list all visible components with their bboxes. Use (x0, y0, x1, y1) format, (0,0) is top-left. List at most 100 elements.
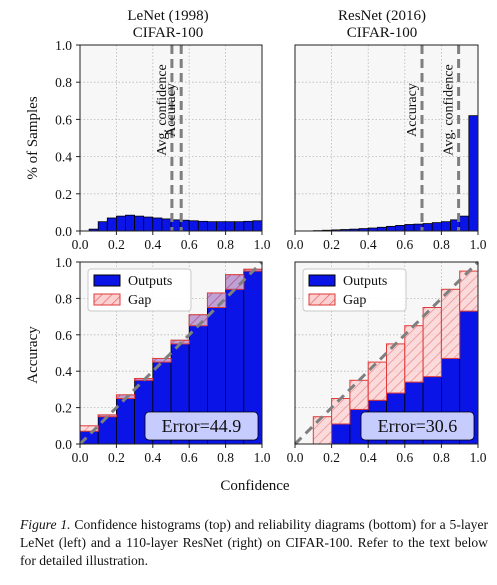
x-tick-label: 0.4 (144, 450, 161, 465)
output-bar (116, 215, 126, 232)
caption-label: Figure 1. (20, 517, 71, 532)
y-tick-label: 1.0 (55, 38, 72, 53)
perfect-calibration-line (293, 260, 480, 446)
output-bar (243, 220, 254, 232)
legend-outputs-swatch (93, 274, 121, 287)
y-tick-label: 0.4 (55, 364, 72, 379)
y-tick-label: 0.6 (55, 112, 72, 127)
y-tick-label: 0.8 (55, 291, 72, 306)
x-tick-label: 1.0 (254, 450, 271, 465)
y-tick-label: 0.2 (55, 401, 72, 416)
output-bar (216, 221, 226, 232)
resnet-histogram-panel: Accuracy Avg. confidence 0.0 0.2 0.4 0.6 0.8 1.… (287, 44, 487, 252)
output-bar (376, 226, 387, 232)
resnet-title-2: CIFAR-100 (347, 25, 418, 41)
output-bar (331, 423, 351, 445)
legend-gap-label: Gap (343, 293, 366, 308)
caption-text: Confidence histograms (top) and reliabil… (20, 517, 489, 568)
xlabel: Confidence (220, 478, 289, 494)
error-annotation: Error=44.9 (162, 416, 242, 436)
output-bar (197, 220, 208, 232)
output-bar (152, 217, 163, 232)
plot-frame (294, 261, 479, 445)
output-bar (225, 221, 236, 232)
x-tick-label: 0.8 (217, 450, 234, 465)
x-tick-label: 0.2 (323, 237, 340, 252)
x-tick-label: 0.8 (433, 237, 450, 252)
output-bar (459, 215, 470, 232)
lenet-title-1: LeNet (1998) (127, 8, 208, 24)
x-tick-label: 0.2 (108, 237, 125, 252)
gap-bar (331, 398, 351, 425)
y-tick-label: 0.4 (55, 150, 72, 165)
x-tick-label: 1.0 (470, 237, 487, 252)
vline-label: Avg. confidence (155, 64, 170, 155)
x-tick-label: 0.6 (396, 450, 413, 465)
x-tick-label: 0.2 (323, 450, 340, 465)
y-tick-label: 0.6 (55, 328, 72, 343)
output-bar (106, 217, 117, 232)
y-tick-label: 1.0 (55, 255, 72, 270)
resnet-title-1: ResNet (2016) (338, 8, 426, 24)
plot-area (295, 45, 478, 231)
x-tick-label: 1.0 (254, 237, 271, 252)
figure-canvas: LeNet (1998) CIFAR-100 ResNet (2016) CIF… (25, 8, 487, 494)
x-tick-label: 0.0 (287, 450, 304, 465)
output-bar (404, 224, 415, 232)
x-tick-label: 0.8 (217, 237, 234, 252)
error-box (144, 411, 259, 441)
output-bar (422, 223, 433, 232)
output-bar (97, 414, 117, 445)
gap-bar (459, 270, 479, 312)
gap-bar (152, 357, 172, 363)
x-tick-label: 0.0 (72, 450, 89, 465)
y-tick-label: 0.0 (55, 437, 72, 452)
output-bar (143, 216, 154, 232)
figure-caption: Figure 1. Confidence histograms (top) an… (20, 516, 488, 570)
ylabel-top: % of Samples (25, 96, 41, 179)
lenet-reliability-panel: Outputs Gap Error=44.9 0.0 0.2 0.4 0.6 0.8 1.0 0.… (55, 255, 271, 465)
y-tick-label: 0.0 (55, 224, 72, 239)
legend-outputs-label: Outputs (343, 274, 387, 289)
x-tick-label: 0.6 (181, 237, 198, 252)
gap-bar (422, 307, 442, 378)
legend-gap-label: Gap (128, 293, 151, 308)
x-tick-label: 0.0 (287, 237, 304, 252)
x-tick-label: 0.4 (360, 450, 377, 465)
gap-bar (440, 288, 461, 359)
output-bar (188, 220, 199, 232)
error-box (360, 411, 475, 441)
output-bar (125, 214, 135, 232)
error-annotation: Error=30.6 (378, 416, 458, 436)
gap-bar (386, 343, 406, 394)
y-tick-label: 0.2 (55, 187, 72, 202)
x-tick-label: 0.4 (144, 237, 161, 252)
y-tick-label: 0.8 (55, 75, 72, 90)
output-bar (116, 394, 136, 445)
output-bar (206, 221, 217, 232)
output-bar (134, 215, 145, 232)
perfect-calibration-line (78, 260, 264, 446)
x-tick-label: 0.8 (433, 450, 450, 465)
plot-frame (79, 261, 263, 445)
x-tick-label: 0.0 (72, 237, 89, 252)
legend-gap-swatch (308, 293, 336, 306)
lenet-title-2: CIFAR-100 (133, 25, 204, 41)
resnet-reliability-panel: Outputs Gap Error=30.6 0.0 0.2 0.4 0.6 0.8 1.0 (287, 260, 487, 465)
output-bar (161, 218, 172, 232)
output-bar (395, 225, 406, 232)
legend-gap-swatch (93, 293, 121, 306)
vline-label: Accuracy (405, 83, 420, 137)
plot-frame (79, 44, 263, 232)
ylabel-bottom: Accuracy (25, 326, 41, 384)
output-bar (234, 221, 245, 232)
gap-bar (312, 416, 333, 445)
x-tick-label: 0.2 (108, 450, 125, 465)
output-bar (468, 115, 479, 232)
x-tick-label: 0.6 (181, 450, 198, 465)
vline-label: Accuracy (164, 83, 179, 137)
output-bar (440, 221, 451, 232)
output-bar (97, 221, 108, 232)
x-tick-label: 1.0 (470, 450, 487, 465)
